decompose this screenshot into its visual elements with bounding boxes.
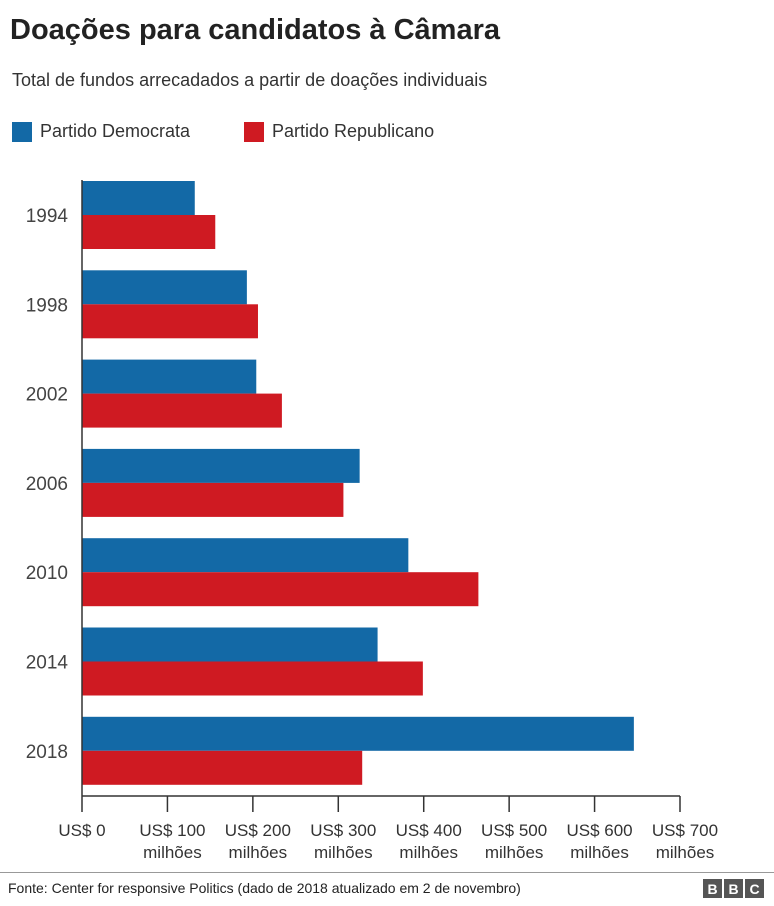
chart-subtitle: Total de fundos arrecadados a partir de … xyxy=(12,70,488,90)
bar-democrata-2010 xyxy=(82,538,409,573)
bar-democrata-2018 xyxy=(82,716,634,751)
x-tick-label: US$ 100 xyxy=(139,821,205,840)
source-note: Fonte: Center for responsive Politics (d… xyxy=(8,880,521,896)
bar-republicano-2014 xyxy=(82,661,423,696)
legend-item-democrata: Partido Democrata xyxy=(12,121,190,142)
x-tick-label: US$ 0 xyxy=(58,821,105,840)
legend-label: Partido Republicano xyxy=(272,121,435,141)
y-tick-label: 1994 xyxy=(26,206,69,227)
footer-divider xyxy=(0,872,774,873)
x-tick-label-unit: milhões xyxy=(399,843,458,862)
x-tick-label-unit: milhões xyxy=(143,843,202,862)
x-tick-label-unit: milhões xyxy=(656,843,715,862)
chart-title: Doações para candidatos à Câmara xyxy=(10,14,500,46)
x-tick-label: US$ 700 xyxy=(652,821,718,840)
bar-democrata-2002 xyxy=(82,359,257,394)
bar-democrata-1998 xyxy=(82,270,247,305)
bar-republicano-1994 xyxy=(82,215,216,249)
legend-swatch-republicano xyxy=(244,121,264,142)
legend-item-republicano: Partido Republicano xyxy=(244,121,434,142)
x-tick-label: US$ 200 xyxy=(225,821,291,840)
x-tick-label-unit: milhões xyxy=(570,843,629,862)
x-tick-label-unit: milhões xyxy=(314,843,373,862)
bar-republicano-2010 xyxy=(82,572,479,607)
bar-republicano-2002 xyxy=(82,393,282,428)
y-tick-label: 2006 xyxy=(26,474,68,495)
x-tick-label-unit: milhões xyxy=(485,843,544,862)
bar-democrata-2014 xyxy=(82,627,378,662)
x-tick-label: US$ 500 xyxy=(481,821,547,840)
y-tick-label: 1998 xyxy=(26,295,68,316)
bar-democrata-1994 xyxy=(82,181,195,215)
bar-republicano-2018 xyxy=(82,750,363,785)
bar-republicano-1998 xyxy=(82,304,258,339)
bar-democrata-2006 xyxy=(82,448,360,483)
x-tick-label-unit: milhões xyxy=(229,843,288,862)
y-tick-label: 2002 xyxy=(26,385,68,406)
legend-swatch-democrata xyxy=(12,121,32,142)
y-tick-label: 2014 xyxy=(26,653,69,674)
x-tick-label: US$ 400 xyxy=(396,821,462,840)
y-tick-label: 2010 xyxy=(26,563,68,584)
x-tick-label: US$ 600 xyxy=(566,821,632,840)
legend-label: Partido Democrata xyxy=(40,121,191,141)
y-tick-label: 2018 xyxy=(26,742,68,763)
x-tick-label: US$ 300 xyxy=(310,821,376,840)
bar-republicano-2006 xyxy=(82,482,344,517)
